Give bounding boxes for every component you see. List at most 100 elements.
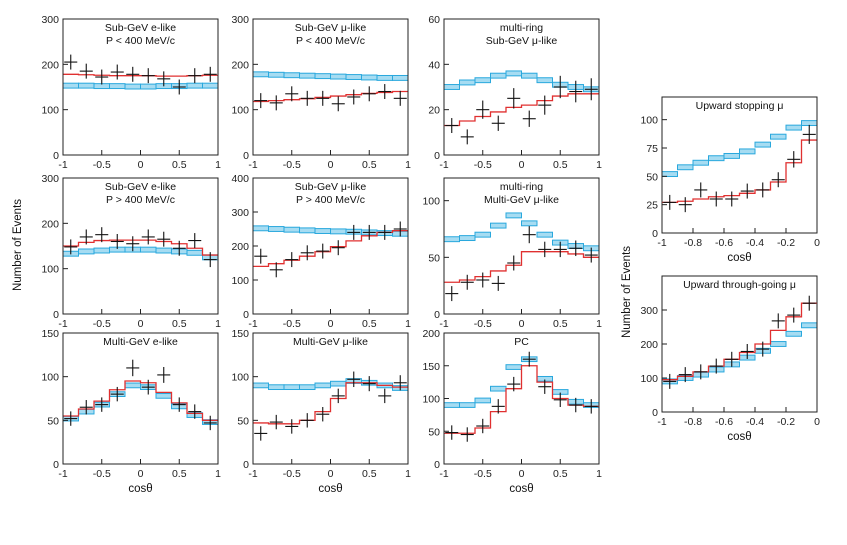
no-osc-bin [490,385,507,392]
x-tick-label: 0 [519,318,525,330]
no-osc-bin [330,73,347,80]
x-tick-label: -0.5 [93,318,111,330]
x-tick-label: -1 [248,468,257,480]
x-tick-label: 0 [138,318,144,330]
no-osc-bin [78,82,95,89]
x-axis-label: cosθ [128,483,152,495]
x-tick-label: -0.6 [715,237,733,249]
no-osc-bin [299,227,316,234]
best-fit-line [253,230,408,268]
x-tick-label: 0.5 [553,468,568,480]
y-tick-label: 150 [422,361,440,373]
y-tick-label: 50 [646,171,658,183]
x-tick-label: 1 [596,468,602,480]
x-tick-label: -0.5 [283,318,301,330]
x-tick-label: -1 [58,318,67,330]
x-tick-label: -1 [439,468,448,480]
no-osc-bin [124,382,141,389]
x-tick-label: 0 [328,318,334,330]
x-tick-label: 0.5 [553,159,568,171]
x-tick-label: 0 [328,468,334,480]
no-osc-bin [661,171,678,178]
no-osc-bin [62,82,79,89]
best-fit-line [63,380,218,421]
no-osc-bin [770,341,787,347]
no-osc-bin [78,248,95,255]
panel-title: Multi-GeV e-like [103,336,178,348]
no-osc-bin [801,322,818,329]
y-tick-label: 200 [231,241,249,253]
y-tick-label: 0 [243,459,249,471]
panel-title: Sub-GeV μ-like [295,181,367,193]
no-osc-bin [521,72,538,79]
x-tick-label: -0.5 [474,318,492,330]
panel-p8: 0 50 100 150 -1 -0.5 0 0.5 1 Multi-GeV μ-like cosθ [231,328,411,495]
x-tick-label: -1 [58,468,67,480]
no-osc-bin [268,71,285,78]
x-tick-label: -0.5 [93,159,111,171]
x-tick-label: 0 [519,159,525,171]
y-tick-label: 25 [646,200,658,212]
x-tick-label: 1 [215,318,221,330]
no-osc-bin [770,133,787,140]
x-tick-label: -0.8 [684,237,702,249]
x-tick-label: 1 [596,318,602,330]
x-tick-label: 0 [138,159,144,171]
panel-title: Upward stopping μ [696,100,784,112]
no-osc-bin [186,82,203,89]
y-tick-label: 0 [53,459,59,471]
y-tick-label: 0 [243,309,249,321]
panel-subtitle: P < 400 MeV/c [106,35,175,47]
no-osc-bin [785,124,802,131]
no-osc-bin [93,247,110,254]
no-osc-bin [155,247,172,254]
y-tick-label: 100 [41,372,59,384]
y-tick-label: 400 [231,173,249,185]
panel-frame [661,96,818,234]
y-tick-label: 300 [41,14,59,26]
x-tick-label: 0.5 [172,468,187,480]
x-tick-label: 0 [328,159,334,171]
no-osc-bin [490,72,507,79]
no-osc-bin [299,72,316,79]
x-axis-label: cosθ [318,483,342,495]
panel-p5: 0 100 200 300 400 -1 -0.5 0 0.5 1 Sub-GeV μ-likeP … [231,173,411,330]
no-osc-bin [459,235,476,242]
x-tick-label: 0.5 [172,159,187,171]
x-tick-label: 0 [814,416,820,428]
x-axis-label: cosθ [727,431,751,443]
y-tick-label: 100 [231,372,249,384]
panel-title: Sub-GeV μ-like [295,22,367,34]
y-axis-label-left: Number of Events [12,199,24,291]
y-tick-label: 0 [243,150,249,162]
y-tick-label: 100 [422,196,440,208]
no-osc-bin [155,393,172,399]
y-tick-label: 150 [231,328,249,340]
no-osc-bin [474,231,491,238]
no-osc-bin [723,152,740,159]
y-tick-label: 0 [434,459,440,471]
no-osc-bin [474,397,491,404]
panel-p7: 0 50 100 150 -1 -0.5 0 0.5 1 Multi-GeV e-like cosθ [41,328,221,495]
no-osc-bin [283,72,300,79]
no-osc-bin [314,382,331,389]
y-axis-label-right: Number of Events [621,246,633,338]
x-tick-label: 0 [814,237,820,249]
x-axis-label: cosθ [509,483,533,495]
panel-title: Multi-GeV μ-like [293,336,368,348]
x-tick-label: 1 [215,468,221,480]
best-fit-line [444,365,599,434]
x-tick-label: -1 [439,318,448,330]
y-tick-label: 50 [428,252,440,264]
y-tick-label: 100 [640,115,658,127]
best-fit-line [662,139,817,204]
y-tick-label: 50 [428,426,440,438]
no-osc-bin [459,402,476,408]
no-osc-bin [443,236,460,243]
no-osc-bin [124,83,141,90]
x-tick-label: -0.5 [474,159,492,171]
